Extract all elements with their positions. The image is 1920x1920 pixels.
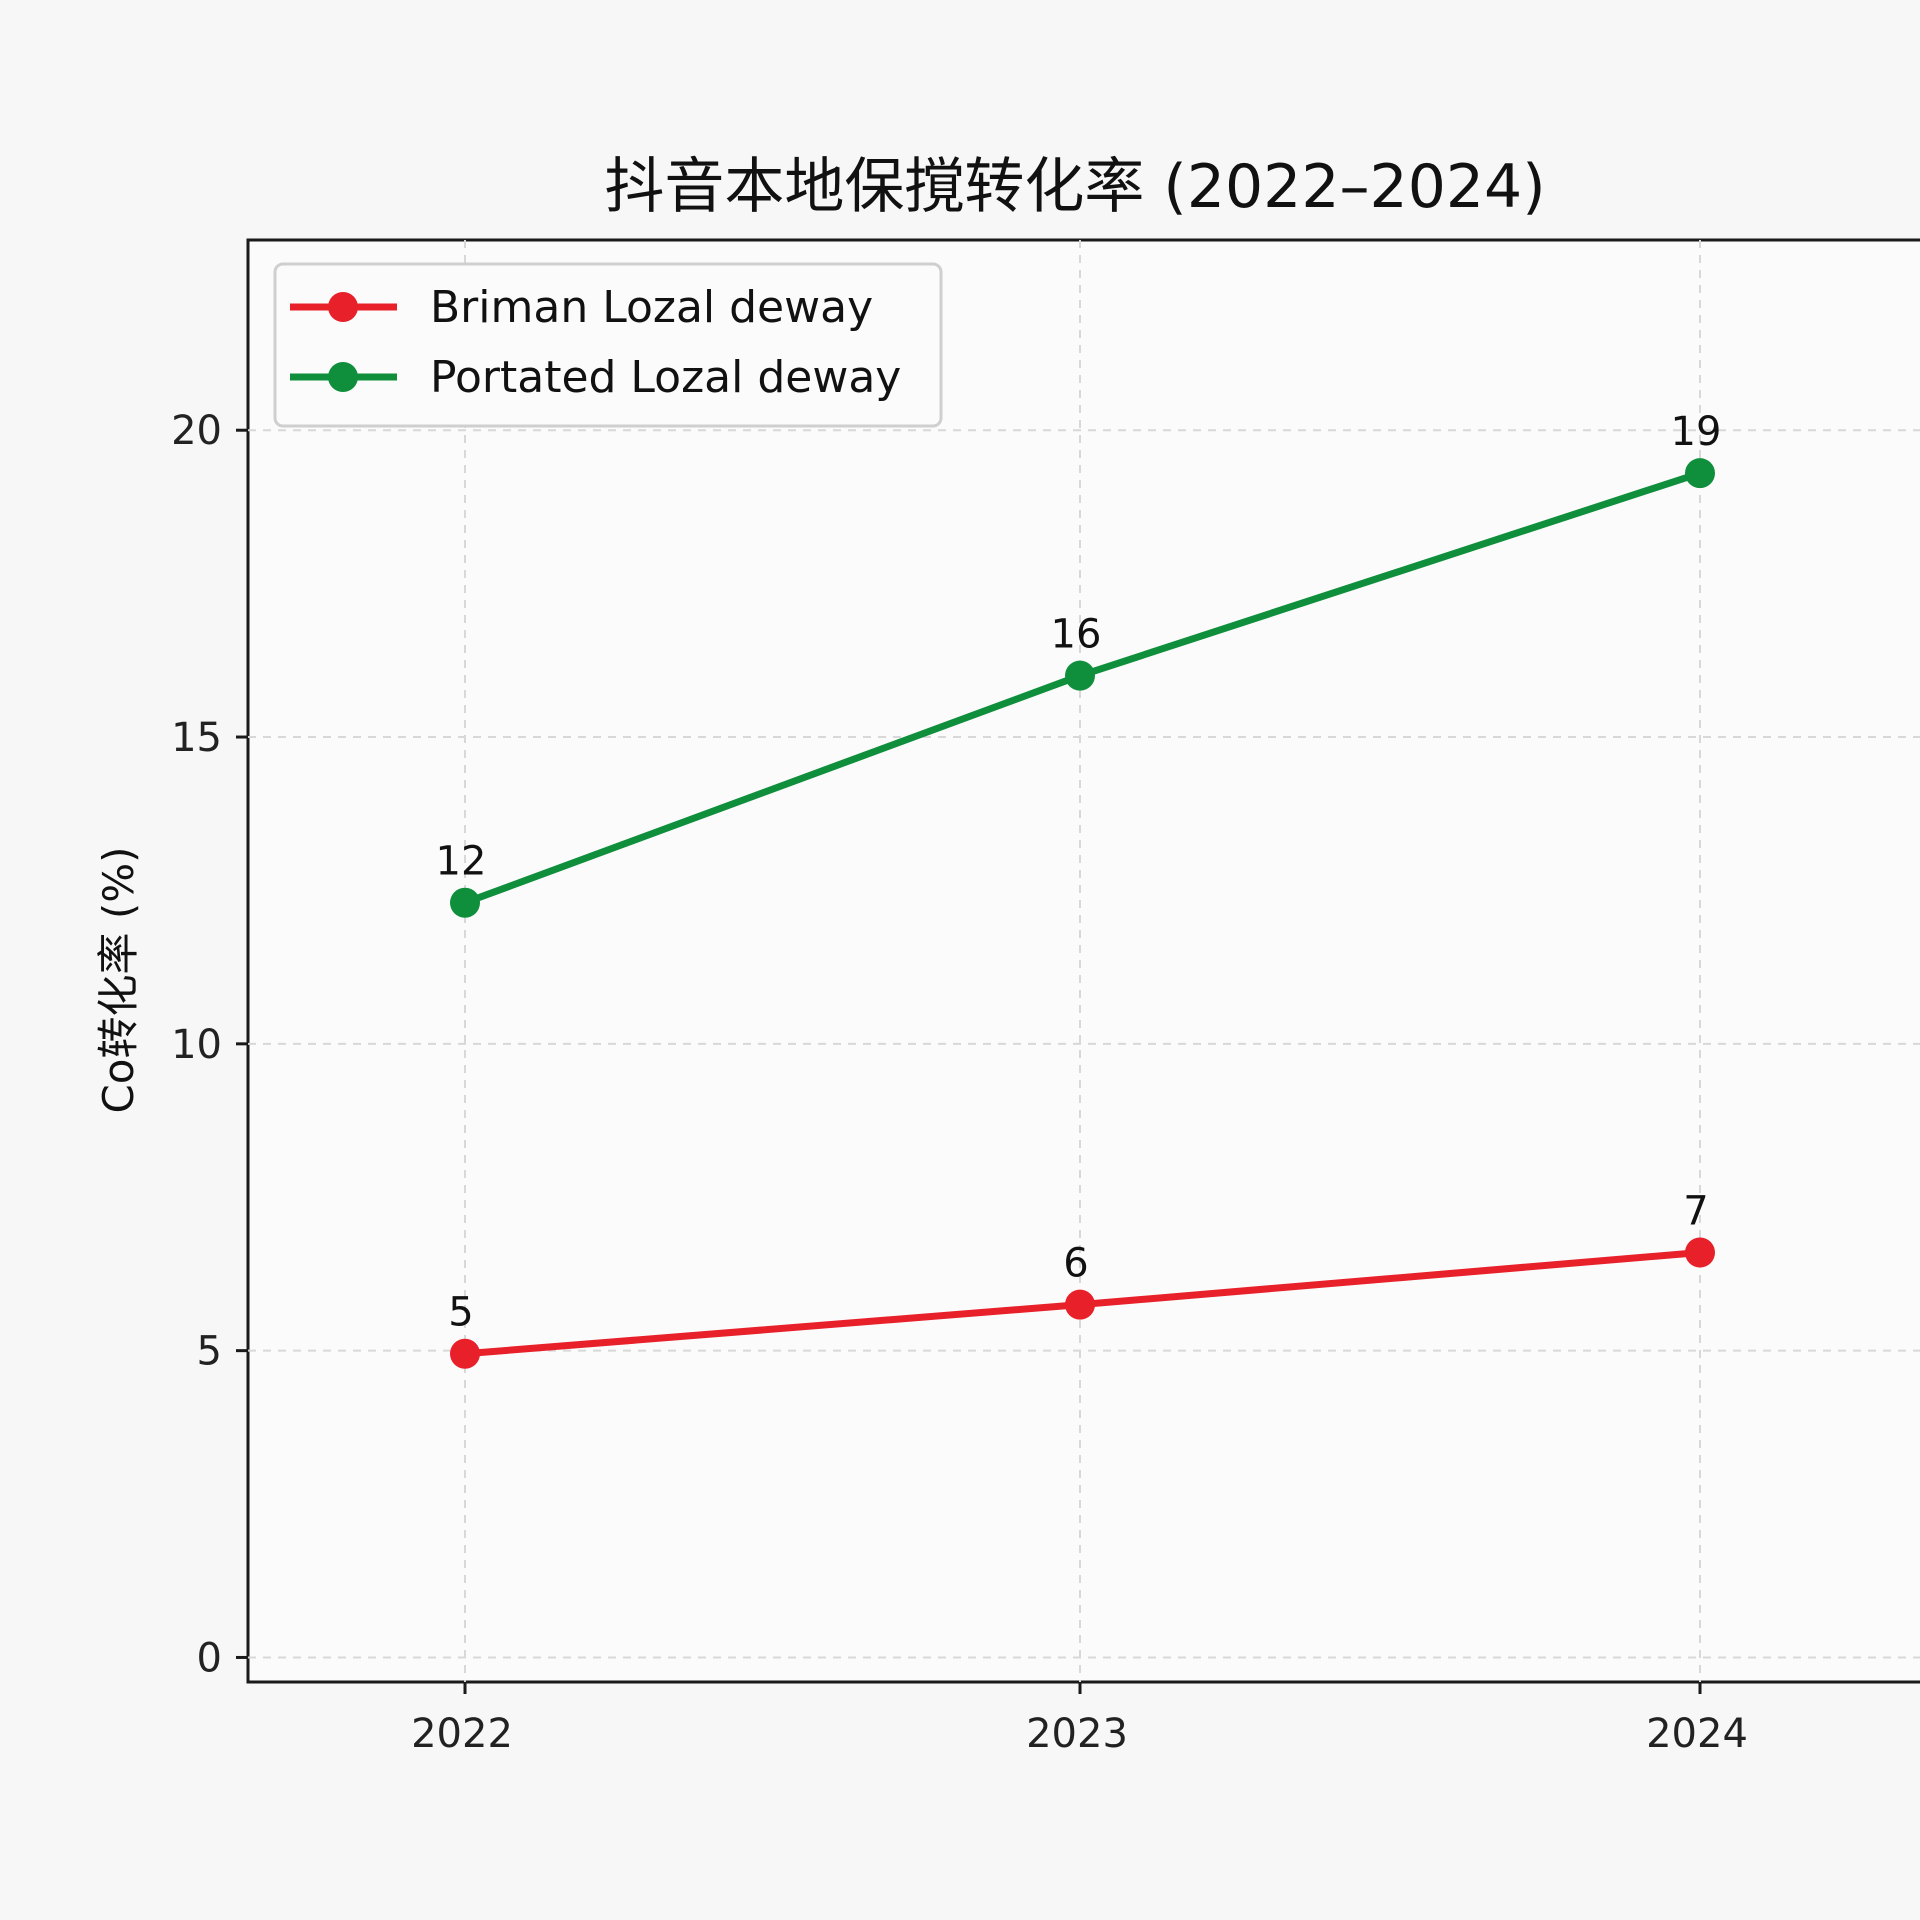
legend-label: Briman Lozal deway xyxy=(430,282,873,333)
y-tick-label: 20 xyxy=(171,408,222,454)
data-point-marker xyxy=(1685,458,1715,489)
x-tick-label: 2022 xyxy=(411,1711,513,1757)
data-point-marker xyxy=(1065,1289,1095,1320)
data-label: 19 xyxy=(1671,409,1722,455)
legend-box xyxy=(273,262,943,428)
x-tick-label: 2023 xyxy=(1026,1711,1128,1757)
data-point-marker xyxy=(1685,1237,1715,1268)
series-layer xyxy=(450,458,1715,1369)
legend-marker xyxy=(328,362,358,392)
data-point-marker xyxy=(1065,660,1095,691)
y-tick-label: 15 xyxy=(171,715,222,761)
data-labels: 5 6 7 12 16 19 xyxy=(436,409,1722,1336)
data-point-marker xyxy=(450,1338,480,1369)
data-label: 5 xyxy=(448,1290,473,1336)
data-point-marker xyxy=(450,887,480,918)
legend-label: Portated Lozal deway xyxy=(430,352,901,403)
chart-title: 抖音本地保撹转化率 (2022–2024) xyxy=(604,152,1545,222)
data-label: 6 xyxy=(1063,1241,1088,1287)
x-tick-label: 2024 xyxy=(1646,1711,1748,1757)
data-label: 7 xyxy=(1683,1188,1708,1234)
axes: 0 5 10 15 20 2022 2023 2024 xyxy=(171,408,1748,1757)
data-label: 16 xyxy=(1051,612,1102,658)
plot-area xyxy=(246,238,1920,1684)
y-tick-label: 0 xyxy=(197,1635,222,1681)
y-tick-label: 5 xyxy=(197,1329,222,1375)
y-tick-label: 10 xyxy=(171,1022,222,1068)
data-label: 12 xyxy=(436,839,487,885)
legend: Briman Lozal deway Portated Lozal deway xyxy=(273,262,943,428)
legend-marker xyxy=(328,292,358,322)
y-axis-label: Co转化率 (%) xyxy=(94,846,143,1113)
